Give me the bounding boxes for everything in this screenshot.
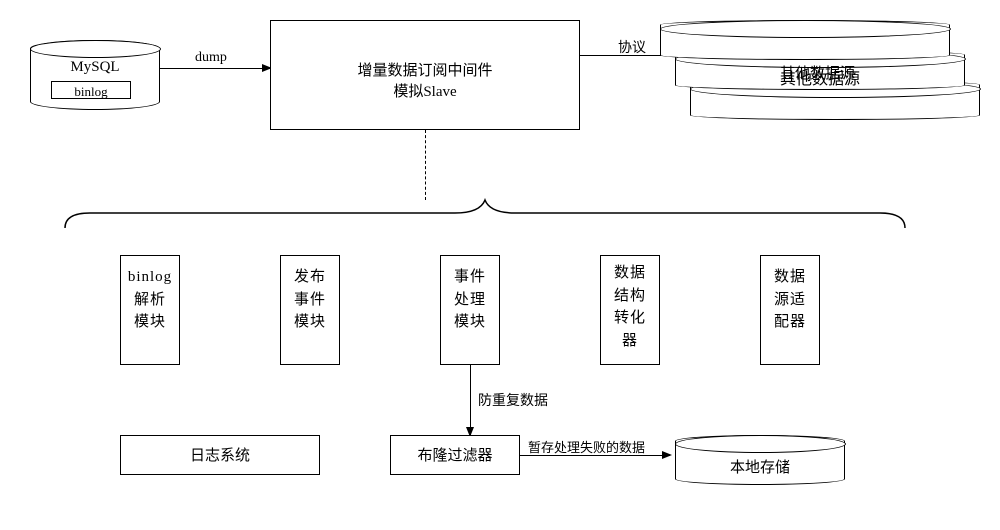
middleware-line2: 模拟Slave [393, 84, 456, 100]
log-system-label: 日志系统 [121, 446, 319, 467]
binlog-box: binlog [51, 81, 131, 99]
dashed-connector [425, 130, 426, 200]
datasource-label-top: 其他数据源 [780, 62, 855, 83]
antidup-label: 防重复数据 [478, 390, 548, 410]
local-storage-cylinder: 本地存储 [675, 435, 845, 485]
local-storage-label: 本地存储 [676, 456, 844, 477]
bloom-filter-box: 布隆过滤器 [390, 435, 520, 475]
bloom-filter-label: 布隆过滤器 [391, 446, 519, 467]
module-binlog-parser: binlog 解析 模块 [120, 255, 180, 365]
binlog-label: binlog [74, 84, 107, 99]
brace-icon [60, 198, 910, 233]
module-data-transformer: 数据 结构 转化 器 [600, 255, 660, 365]
mysql-cylinder: MySQL binlog [30, 40, 160, 110]
middleware-text: 增量数据订阅中间件 模拟Slave [271, 61, 579, 103]
module-publish-event: 发布 事件 模块 [280, 255, 340, 365]
failed-label: 暂存处理失败的数据 [528, 437, 645, 456]
middleware-line1: 增量数据订阅中间件 [357, 63, 492, 79]
protocol-label: 协议 [618, 37, 646, 57]
datasource-cyl-1 [660, 20, 950, 60]
antidup-arrow [470, 365, 471, 435]
dump-label: dump [195, 50, 227, 66]
middleware-box: 增量数据订阅中间件 模拟Slave [270, 20, 580, 130]
module-datasource-adapter: 数据 源适 配器 [760, 255, 820, 365]
module-event-handler: 事件 处理 模块 [440, 255, 500, 365]
log-system-box: 日志系统 [120, 435, 320, 475]
dump-arrow [160, 68, 270, 69]
mysql-label: MySQL [31, 59, 159, 76]
